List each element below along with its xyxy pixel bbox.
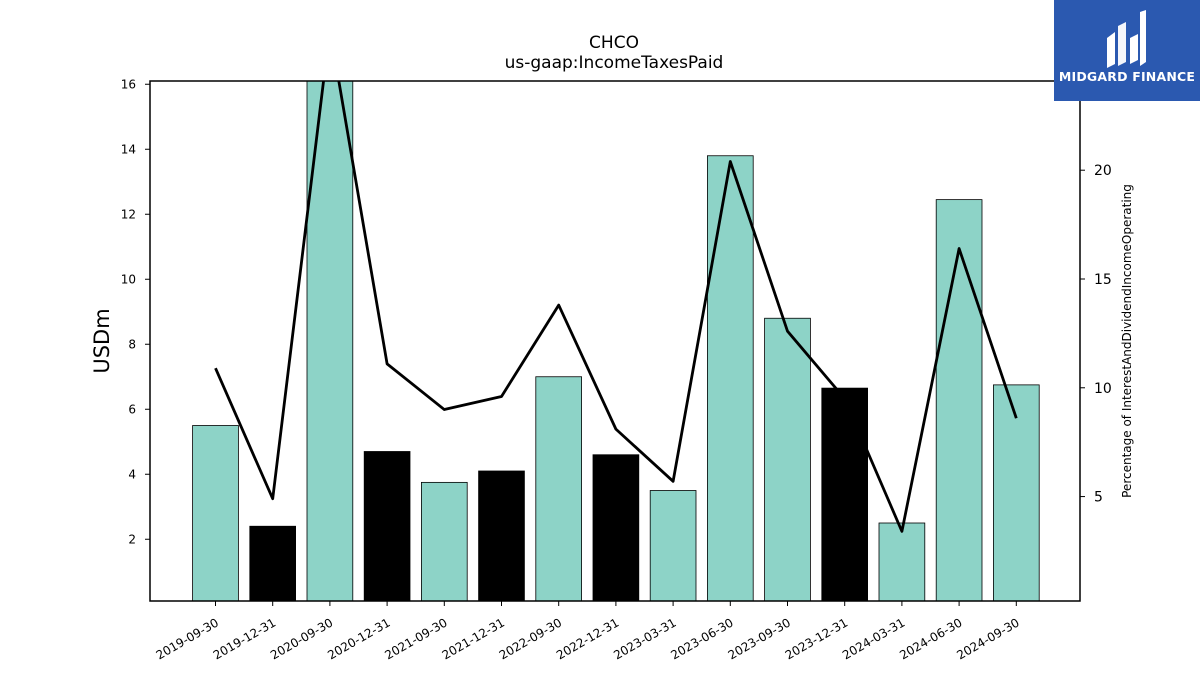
x-tick-label: 2022-09-30	[497, 615, 564, 662]
y-tick-label: 16	[121, 77, 136, 91]
bar-2023-12-31	[821, 387, 868, 602]
bar-series	[192, 80, 1040, 602]
x-tick-label: 2020-12-31	[325, 615, 392, 662]
chart-title: CHCO	[589, 33, 639, 53]
y-tick-label: 10	[121, 272, 136, 286]
y-tick-label: 6	[128, 402, 136, 416]
y-axis-label: USDm	[90, 308, 114, 373]
y2-tick-label: 15	[1094, 272, 1112, 288]
plot-frame	[149, 80, 1081, 602]
bar-2024-03-31	[878, 522, 926, 602]
right-axis-ticks: 5 10 15 20	[1080, 163, 1112, 506]
percentage-line	[214, 81, 1018, 533]
bar-2019-12-31	[249, 525, 297, 602]
bar-2020-12-31	[363, 451, 411, 602]
bar-2022-09-30	[535, 376, 582, 602]
x-tick-label: 2022-12-31	[554, 615, 621, 662]
y-tick-label: 8	[128, 337, 136, 351]
y2-tick-label: 20	[1094, 163, 1112, 179]
x-tick-label: 2024-09-30	[954, 615, 1021, 662]
x-axis-ticks: 2019-09-302019-12-312020-09-302020-12-31…	[154, 601, 1022, 662]
x-tick-label: 2023-09-30	[726, 615, 793, 662]
x-tick-label: 2023-03-31	[611, 615, 678, 662]
x-tick-label: 2024-06-30	[897, 615, 964, 662]
x-tick-label: 2019-12-31	[211, 615, 278, 662]
bar-2024-09-30	[993, 384, 1040, 602]
bar-2023-03-31	[649, 490, 697, 602]
midgard-finance-logo: MIDGARD FINANCE	[1054, 0, 1200, 101]
bar-2021-09-30	[420, 481, 468, 602]
y-tick-label: 14	[121, 142, 136, 156]
bar-2024-06-30	[935, 199, 983, 602]
y2-tick-label: 5	[1094, 490, 1103, 506]
x-tick-label: 2021-09-30	[382, 615, 449, 662]
logo-mark-icon	[1107, 10, 1146, 68]
x-tick-label: 2024-03-31	[840, 615, 907, 662]
y-tick-label: 12	[121, 207, 136, 221]
x-tick-label: 2023-12-31	[783, 615, 850, 662]
bar-2022-12-31	[592, 454, 640, 602]
bar-2019-09-30	[192, 425, 239, 602]
x-tick-label: 2020-09-30	[268, 615, 335, 662]
x-tick-label: 2021-12-31	[440, 615, 507, 662]
y-tick-label: 2	[128, 532, 136, 546]
bar-2023-09-30	[764, 317, 811, 602]
bar-2023-06-30	[707, 155, 754, 602]
bar-2020-09-30	[306, 80, 354, 602]
y2-axis-label: Percentage of InterestAndDividendIncomeO…	[1120, 184, 1134, 498]
x-tick-label: 2023-06-30	[668, 615, 735, 662]
left-axis-ticks: 2 4 6 8 10 12 14 16	[121, 77, 150, 546]
logo-text: MIDGARD FINANCE	[1058, 69, 1196, 84]
bar-2021-12-31	[478, 470, 525, 602]
chart-subtitle: us-gaap:IncomeTaxesPaid	[505, 53, 724, 73]
x-tick-label: 2019-09-30	[154, 615, 221, 662]
y2-tick-label: 10	[1094, 381, 1112, 397]
y-tick-label: 4	[128, 467, 136, 481]
